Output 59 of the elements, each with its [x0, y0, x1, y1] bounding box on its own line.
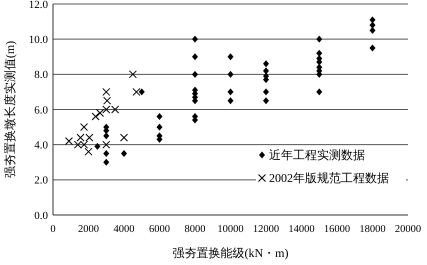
point: [192, 36, 198, 43]
point: [103, 150, 110, 157]
point: [103, 96, 112, 105]
point: [228, 70, 234, 78]
point: [132, 88, 140, 96]
point: [316, 88, 322, 96]
point: [263, 60, 269, 68]
point: [263, 97, 269, 104]
x-tick-label: 10000: [217, 224, 244, 235]
legend-label: 近年工程实测数据: [269, 148, 365, 162]
point: [102, 140, 110, 149]
point: [92, 112, 100, 121]
point: [192, 53, 198, 60]
point: [263, 67, 269, 74]
point: [370, 26, 376, 34]
point: [316, 36, 322, 43]
point: [228, 53, 234, 60]
x-tick-label: 0: [50, 224, 56, 235]
point: [84, 148, 92, 156]
point: [263, 88, 269, 96]
x-tick-label: 6000: [149, 224, 170, 235]
point: [192, 70, 198, 78]
point: [120, 134, 128, 142]
point: [156, 113, 162, 120]
point: [370, 22, 376, 29]
point: [94, 142, 100, 150]
y-tick-label: 12.0: [28, 0, 48, 11]
point: [228, 88, 234, 96]
point: [370, 16, 376, 24]
point: [370, 44, 376, 52]
point: [103, 158, 110, 166]
y-tick-label: 6.0: [34, 104, 48, 116]
point: [96, 109, 104, 118]
point: [316, 50, 322, 57]
x-tick-label: 14000: [288, 224, 315, 235]
x-tick-label: 4000: [114, 224, 134, 235]
point: [156, 124, 162, 131]
x-tick-label: 16000: [324, 224, 350, 235]
x-tick-label: 8000: [184, 224, 206, 235]
point: [103, 132, 110, 140]
y-tick-label: 0.0: [34, 210, 48, 222]
point: [102, 88, 110, 96]
y-tick-label: 4.0: [34, 140, 48, 152]
point: [121, 150, 127, 157]
y-tick-label: 2.0: [34, 174, 48, 187]
point: [80, 123, 88, 132]
y-axis-title: 强夯置换墩长度实测值(m): [3, 40, 17, 178]
y-tick-label: 10.0: [28, 34, 48, 46]
legend-label: 2002年版规范工程数据: [269, 171, 389, 186]
x-axis-title: 强夯置换能级(kN・m): [172, 246, 288, 260]
x-tick-label: 12000: [252, 224, 280, 235]
x-tick-label: 18000: [359, 224, 386, 235]
point: [138, 88, 145, 96]
y-tick-label: 8.0: [34, 69, 48, 82]
x-tick-label: 20000: [394, 224, 422, 235]
x-tick-label: 2000: [78, 224, 99, 235]
point: [228, 97, 234, 104]
point: [128, 70, 137, 78]
point: [64, 137, 73, 146]
